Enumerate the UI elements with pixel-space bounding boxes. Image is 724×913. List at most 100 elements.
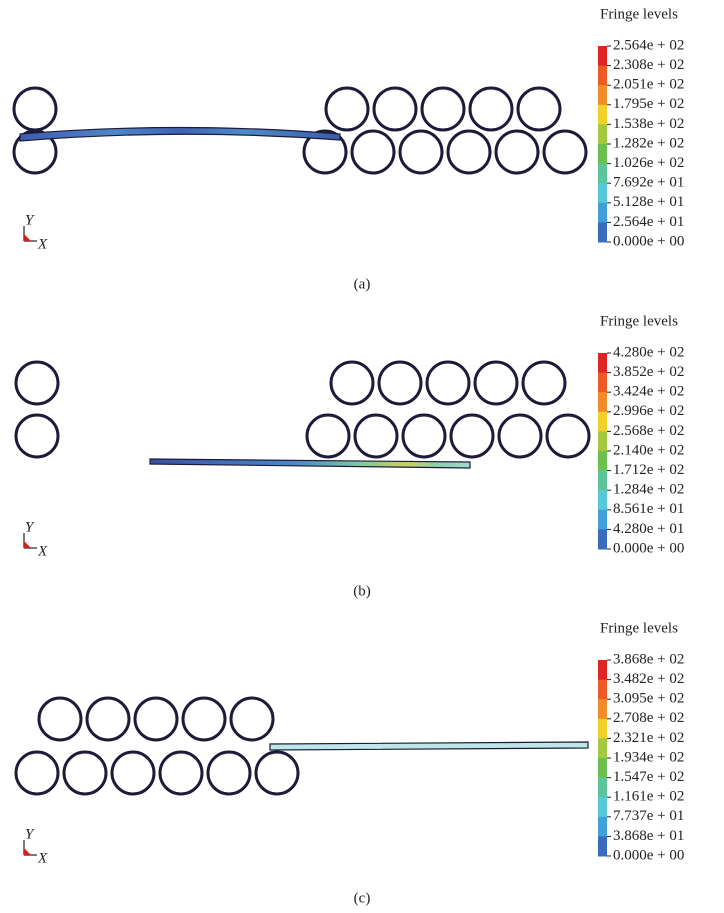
axis-x-label: X (37, 850, 48, 866)
panel: YXFringe levels4.280e + 023.852e + 023.4… (16, 313, 684, 599)
roller (307, 415, 349, 457)
level-label: 2.568e + 02 (613, 423, 684, 439)
colorbar-segment (598, 412, 607, 432)
roller (256, 752, 298, 794)
level-label: 2.564e + 01 (613, 214, 684, 230)
axis-origin (24, 848, 31, 855)
colorbar-segment (598, 660, 607, 680)
figure: YXFringe levels2.564e + 022.308e + 022.0… (0, 0, 724, 913)
colorbar-segment (598, 373, 607, 393)
axis-y-label: Y (25, 519, 35, 535)
level-label: 2.308e + 02 (613, 57, 684, 73)
level-label: 7.692e + 01 (613, 175, 684, 191)
level-label: 3.868e + 01 (613, 828, 684, 844)
roller (16, 415, 58, 457)
colorbar-segment (598, 203, 607, 223)
roller (16, 362, 58, 404)
sheet-plate (270, 742, 588, 750)
level-label: 3.424e + 02 (613, 384, 684, 400)
roller (355, 415, 397, 457)
colorbar-segment (598, 431, 607, 451)
colorbar-segment (598, 817, 607, 837)
level-label: 1.934e + 02 (613, 749, 684, 765)
colorbar-segment (598, 680, 607, 700)
axis-x-label: X (37, 236, 48, 252)
level-label: 8.561e + 01 (613, 501, 684, 517)
roller (160, 752, 202, 794)
roller (547, 415, 589, 457)
level-label: 1.712e + 02 (613, 462, 684, 478)
panel-caption: (a) (354, 276, 371, 292)
roller (400, 131, 442, 173)
level-label: 4.280e + 02 (613, 344, 684, 360)
panel-caption: (c) (354, 890, 371, 906)
level-label: 1.538e + 02 (613, 116, 684, 132)
roller (518, 88, 560, 130)
colorbar-segment (598, 222, 607, 242)
level-label: 2.708e + 02 (613, 710, 684, 726)
level-label: 0.000e + 00 (613, 233, 684, 249)
level-label: 1.026e + 02 (613, 155, 684, 171)
colorbar-segment (598, 124, 607, 144)
colorbar-segment (598, 392, 607, 412)
roller (16, 752, 58, 794)
level-label: 3.482e + 02 (613, 671, 684, 687)
colorbar-segment (598, 797, 607, 817)
colorbar-segment (598, 85, 607, 105)
roller (135, 698, 177, 740)
level-label: 3.852e + 02 (613, 364, 684, 380)
sheet-plate (20, 128, 340, 142)
roller (352, 131, 394, 173)
roller (499, 415, 541, 457)
colorbar-segment (598, 529, 607, 549)
panel: YX Fringe levels 3.868e + 02 3.482e + 02 3.0… (16, 620, 684, 906)
level-label: 4.280e + 01 (613, 521, 684, 537)
axis-origin (24, 541, 31, 548)
roller (475, 362, 517, 404)
roller (14, 88, 56, 130)
colorbar-segment (598, 471, 607, 491)
axis-y-label: Y (25, 212, 35, 228)
colorbar-segment (598, 451, 607, 471)
colorbar-segment (598, 105, 607, 125)
roller (451, 415, 493, 457)
level-label: 2.321e + 02 (613, 730, 684, 746)
level-label: 1.284e + 02 (613, 482, 684, 498)
level-label: 2.140e + 02 (613, 442, 684, 458)
level-label: 1.795e + 02 (613, 96, 684, 112)
colorbar-segment (598, 66, 607, 86)
roller (326, 88, 368, 130)
roller (403, 415, 445, 457)
roller (87, 698, 129, 740)
colorbar-segment (598, 164, 607, 184)
colorbar-segment (598, 699, 607, 719)
level-label: 1.282e + 02 (613, 135, 684, 151)
colorbar-segment (598, 46, 607, 66)
colorbar-segment (598, 719, 607, 739)
colorbar-segment (598, 836, 607, 856)
roller (448, 131, 490, 173)
level-label: 0.000e + 00 (613, 847, 684, 863)
level-label: 2.564e + 02 (613, 37, 684, 53)
level-label: 3.095e + 02 (613, 691, 684, 707)
colorbar-segment (598, 758, 607, 778)
colorbar-segment (598, 738, 607, 758)
level-label: 1.547e + 02 (613, 769, 684, 785)
sheet-plate (150, 459, 470, 468)
level-label: 5.128e + 01 (613, 194, 684, 210)
colorbar-segment (598, 183, 607, 203)
colorbar-segment (598, 144, 607, 164)
level-label: 3.868e + 02 (613, 651, 684, 667)
legend-title: Fringe levels (600, 620, 678, 636)
level-label: 7.737e + 01 (613, 808, 684, 824)
roller (374, 88, 416, 130)
colorbar-segment (598, 490, 607, 510)
level-label: 0.000e + 00 (613, 540, 684, 556)
roller (496, 131, 538, 173)
colorbar-segment (598, 353, 607, 373)
axis-y-label: Y (25, 826, 35, 842)
colorbar-segment (598, 778, 607, 798)
roller (470, 88, 512, 130)
roller (422, 88, 464, 130)
